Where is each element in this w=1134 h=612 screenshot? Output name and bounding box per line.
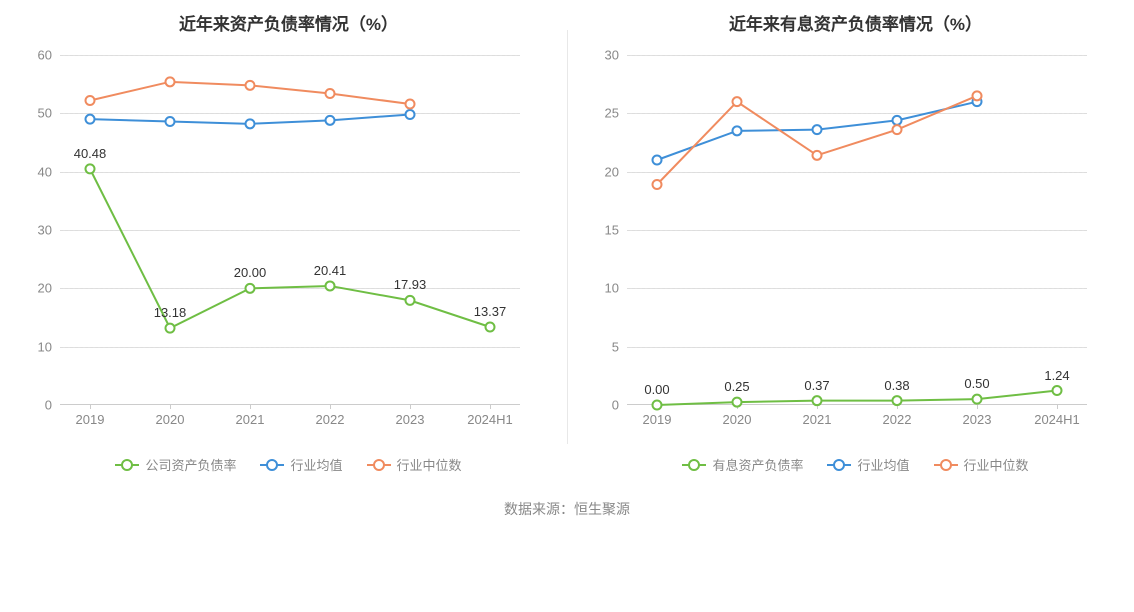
chart-area-right: 051015202530201920202021202220232024H10.… bbox=[627, 55, 1114, 435]
legend-label: 行业均值 bbox=[857, 455, 909, 474]
y-axis-label: 30 bbox=[38, 223, 60, 238]
legend-label: 行业中位数 bbox=[397, 455, 462, 474]
series-marker-industry_median bbox=[813, 151, 822, 160]
series-line-company bbox=[90, 169, 490, 328]
x-axis-label: 2021 bbox=[236, 404, 265, 427]
y-axis-label: 10 bbox=[605, 281, 627, 296]
series-marker-industry_avg bbox=[406, 110, 415, 119]
data-source-label: 数据来源：恒生聚源 bbox=[0, 484, 1134, 534]
data-point-label: 13.18 bbox=[154, 305, 187, 328]
series-line-industry_median bbox=[657, 96, 977, 185]
y-axis-label: 20 bbox=[38, 281, 60, 296]
series-marker-industry_median bbox=[326, 89, 335, 98]
chart-title-left: 近年来资产负债率情况（%） bbox=[30, 10, 547, 35]
legend-item-industry_avg[interactable]: 行业均值 bbox=[260, 455, 342, 474]
series-marker-industry_avg bbox=[86, 115, 95, 124]
x-axis-label: 2021 bbox=[803, 404, 832, 427]
series-marker-industry_median bbox=[973, 91, 982, 100]
charts-container: 近年来资产负债率情况（%） 01020304050602019202020212… bbox=[0, 0, 1134, 484]
x-axis-label: 2022 bbox=[883, 404, 912, 427]
chart-svg bbox=[627, 55, 1087, 404]
legend-label: 有息资产负债率 bbox=[712, 455, 803, 474]
series-marker-industry_median bbox=[406, 100, 415, 109]
series-marker-industry_avg bbox=[893, 116, 902, 125]
x-axis-label: 2024H1 bbox=[467, 404, 513, 427]
right-panel: 近年来有息资产负债率情况（%） 051015202530201920202021… bbox=[567, 0, 1134, 484]
y-axis-label: 50 bbox=[38, 106, 60, 121]
series-marker-industry_median bbox=[246, 81, 255, 90]
data-point-label: 0.37 bbox=[804, 378, 829, 401]
legend-item-industry_median[interactable]: 行业中位数 bbox=[367, 455, 462, 474]
data-point-label: 17.93 bbox=[394, 277, 427, 300]
y-axis-label: 20 bbox=[605, 164, 627, 179]
chart-svg bbox=[60, 55, 520, 404]
y-axis-label: 25 bbox=[605, 106, 627, 121]
series-marker-industry_avg bbox=[326, 116, 335, 125]
x-axis-label: 2023 bbox=[963, 404, 992, 427]
legend-item-industry_avg[interactable]: 行业均值 bbox=[827, 455, 909, 474]
x-axis-label: 2023 bbox=[396, 404, 425, 427]
plot-area: 0102030405060201920202021202220232024H14… bbox=[60, 55, 520, 405]
left-panel: 近年来资产负债率情况（%） 01020304050602019202020212… bbox=[0, 0, 567, 484]
legend-swatch-icon bbox=[682, 464, 706, 466]
y-axis-label: 0 bbox=[45, 398, 60, 413]
legend-label: 公司资产负债率 bbox=[145, 455, 236, 474]
series-marker-industry_median bbox=[86, 96, 95, 105]
data-point-label: 0.00 bbox=[644, 382, 669, 405]
chart-area-left: 0102030405060201920202021202220232024H14… bbox=[60, 55, 547, 435]
y-axis-label: 30 bbox=[605, 48, 627, 63]
legend-swatch-icon bbox=[934, 464, 958, 466]
y-axis-label: 15 bbox=[605, 223, 627, 238]
legend-item-company[interactable]: 有息资产负债率 bbox=[682, 455, 803, 474]
data-point-label: 1.24 bbox=[1044, 368, 1069, 391]
y-axis-label: 40 bbox=[38, 164, 60, 179]
y-axis-label: 5 bbox=[612, 339, 627, 354]
x-axis-label: 2019 bbox=[76, 404, 105, 427]
legend-right: 有息资产负债率 行业均值 行业中位数 bbox=[597, 455, 1114, 474]
data-point-label: 0.25 bbox=[724, 379, 749, 402]
series-marker-industry_avg bbox=[653, 156, 662, 165]
series-marker-industry_avg bbox=[166, 117, 175, 126]
series-marker-industry_median bbox=[653, 180, 662, 189]
data-point-label: 0.38 bbox=[884, 378, 909, 401]
legend-swatch-icon bbox=[827, 464, 851, 466]
legend-swatch-icon bbox=[367, 464, 391, 466]
series-marker-industry_avg bbox=[733, 126, 742, 135]
legend-left: 公司资产负债率 行业均值 行业中位数 bbox=[30, 455, 547, 474]
series-marker-industry_median bbox=[733, 97, 742, 106]
legend-swatch-icon bbox=[260, 464, 284, 466]
series-marker-industry_median bbox=[166, 77, 175, 86]
chart-title-right: 近年来有息资产负债率情况（%） bbox=[597, 10, 1114, 35]
legend-item-company[interactable]: 公司资产负债率 bbox=[115, 455, 236, 474]
series-marker-industry_median bbox=[893, 125, 902, 134]
legend-swatch-icon bbox=[115, 464, 139, 466]
x-axis-label: 2020 bbox=[156, 404, 185, 427]
series-marker-industry_avg bbox=[813, 125, 822, 134]
data-point-label: 20.41 bbox=[314, 263, 347, 286]
data-point-label: 13.37 bbox=[474, 304, 507, 327]
legend-item-industry_median[interactable]: 行业中位数 bbox=[934, 455, 1029, 474]
data-point-label: 20.00 bbox=[234, 265, 267, 288]
legend-label: 行业均值 bbox=[290, 455, 342, 474]
series-marker-industry_avg bbox=[246, 119, 255, 128]
x-axis-label: 2022 bbox=[316, 404, 345, 427]
series-line-company bbox=[657, 391, 1057, 405]
y-axis-label: 60 bbox=[38, 48, 60, 63]
x-axis-label: 2024H1 bbox=[1034, 404, 1080, 427]
y-axis-label: 10 bbox=[38, 339, 60, 354]
y-axis-label: 0 bbox=[612, 398, 627, 413]
data-point-label: 0.50 bbox=[964, 376, 989, 399]
legend-label: 行业中位数 bbox=[964, 455, 1029, 474]
plot-area: 051015202530201920202021202220232024H10.… bbox=[627, 55, 1087, 405]
data-point-label: 40.48 bbox=[74, 146, 107, 169]
